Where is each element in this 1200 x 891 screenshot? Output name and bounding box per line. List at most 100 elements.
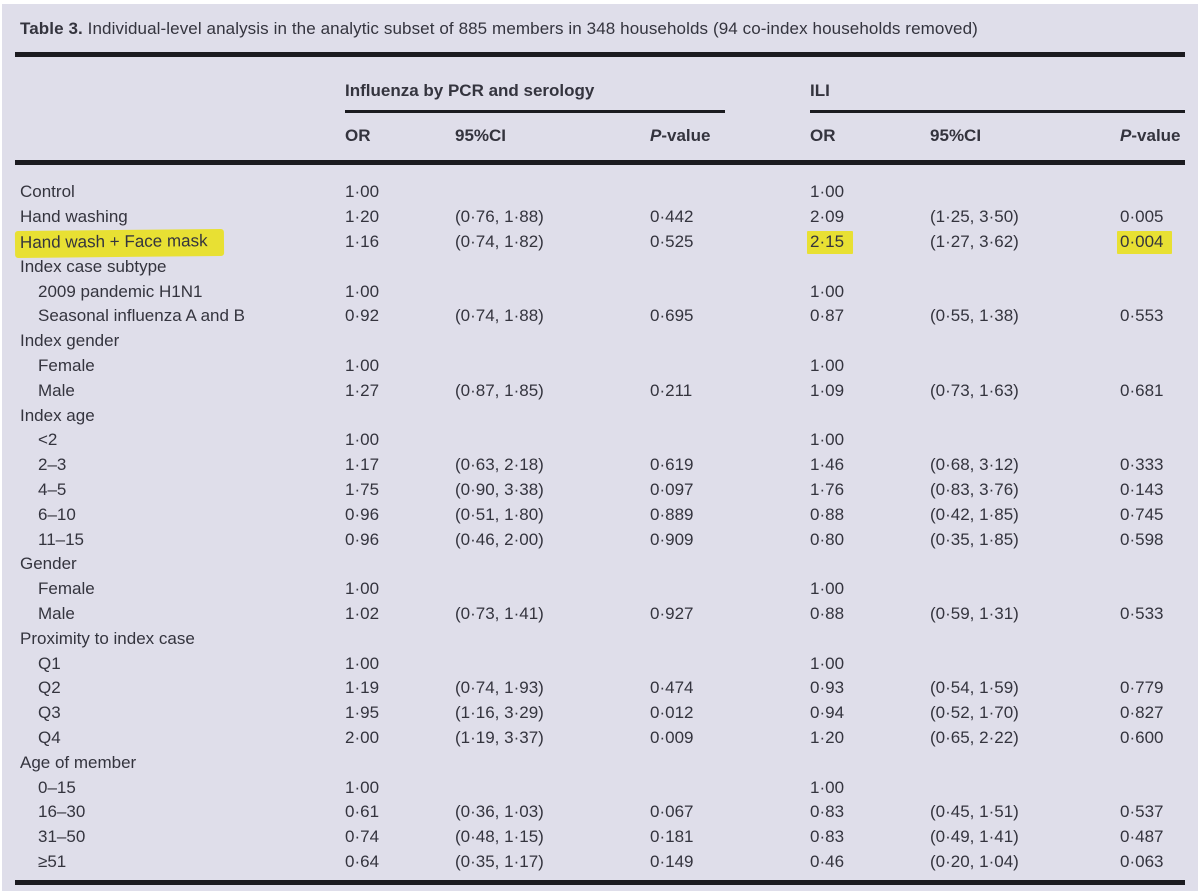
row-label-text: Q2 [38,678,61,698]
cell-ci1 [455,403,650,428]
section-row: Index gender [20,329,1185,354]
cell-ci2: (0·59, 1·31) [930,602,1120,627]
cell-ci2: (0·83, 3·76) [930,478,1120,503]
table-row: Control 1·00 1·00 [20,180,1185,205]
cell-or1: 1·00 [345,651,455,676]
cell-or2: 1·00 [810,651,930,676]
cell-or1 [345,552,455,577]
cell-value: 0·525 [650,231,694,251]
cell-p1: 0·009 [650,726,810,751]
cell-value: 1·00 [810,281,845,301]
cell-or1: 1·16 [345,230,455,255]
cell-value: 1·00 [810,579,845,599]
cell-or1: 0·96 [345,502,455,527]
cell-p1 [650,403,810,428]
column-header-pvalue-ili: P-value [1120,126,1181,145]
cell-or2 [810,750,930,775]
cell-ci2 [930,552,1120,577]
table-row: Hand wash + Face mask 1·16 (0·74, 1·82) 0·5… [14,228,1185,258]
row-label: 2009 pandemic H1N1 [20,279,345,304]
cell-value: 0·74 [345,827,380,847]
row-label: 0–15 [20,775,345,800]
cell-p2: 0·745 [1120,502,1185,527]
section-row: Age of member [20,750,1185,775]
cell-or2: 0·93 [810,676,930,701]
row-label-text: <2 [38,430,58,450]
cell-value: 0·149 [650,851,694,871]
cell-value: 1·00 [345,355,380,375]
table-row: Female 1·00 1·00 [20,577,1185,602]
row-label: Male [20,378,345,403]
table-row: 11–15 0·96 (0·46, 2·00) 0·909 0·80 (0·35, 1·8… [20,527,1185,552]
cell-p2: 0·533 [1120,602,1185,627]
cell-or1: 1·75 [345,478,455,503]
cell-ci1: (0·74, 1·88) [455,304,650,329]
row-label: 4–5 [20,478,345,503]
cell-ci2: (1·27, 3·62) [930,230,1120,255]
row-label: Proximity to index case [20,626,345,651]
table-row: Q2 1·19 (0·74, 1·93) 0·474 0·93 (0·54, 1·59) 0… [20,676,1185,701]
cell-p2: 0·333 [1120,453,1185,478]
cell-value: (0·20, 1·04) [930,851,1019,871]
cell-p2 [1120,651,1185,676]
cell-or2: 0·83 [810,825,930,850]
cell-value: 1·00 [810,777,845,797]
cell-or1: 1·27 [345,378,455,403]
cell-p1 [650,428,810,453]
table-row: Q3 1·95 (1·16, 3·29) 0·012 0·94 (0·52, 1·70) 0… [20,701,1185,726]
group-header-row: Influenza by PCR and serology ILI [20,81,1186,113]
cell-value: 0·93 [810,678,845,698]
cell-value: 0·87 [810,306,845,326]
row-label-text: Index age [20,405,95,425]
row-label-text: 2009 pandemic H1N1 [38,281,203,301]
row-label: Q3 [20,701,345,726]
table-row: 4–5 1·75 (0·90, 3·38) 0·097 1·76 (0·83, 3·76)… [20,478,1185,503]
highlight-mark: Hand wash + Face mask [14,228,224,258]
row-label-text: Male [38,380,75,400]
cell-value: 0·553 [1120,306,1164,326]
cell-p1: 0·927 [650,602,810,627]
cell-ci1 [455,428,650,453]
row-label: <2 [20,428,345,453]
cell-p1: 0·889 [650,502,810,527]
row-label-text: ≥51 [38,851,67,871]
cell-p1: 0·619 [650,453,810,478]
cell-value: (0·54, 1·59) [930,678,1019,698]
table-row: 2009 pandemic H1N1 1·00 1·00 [20,279,1185,304]
row-label: 2–3 [20,453,345,478]
cell-p2: 0·598 [1120,527,1185,552]
cell-ci1 [455,651,650,676]
cell-or2: 1·09 [810,378,930,403]
row-label-text: Gender [20,554,77,574]
cell-ci2 [930,354,1120,379]
row-label: 31–50 [20,825,345,850]
top-rule [15,52,1185,57]
cell-value: 0·009 [650,727,694,747]
cell-value: 0·012 [650,703,694,723]
cell-value: (0·49, 1·41) [930,827,1019,847]
cell-value: 0·96 [345,504,380,524]
row-label-text: Age of member [20,752,137,772]
cell-ci2: (0·55, 1·38) [930,304,1120,329]
cell-value: (0·83, 3·76) [930,479,1019,499]
cell-ci1 [455,354,650,379]
cell-ci2: (1·25, 3·50) [930,205,1120,230]
row-label-text: Q3 [38,703,61,723]
cell-value: 1·00 [810,430,845,450]
cell-or1 [345,329,455,354]
cell-value: 0·598 [1120,529,1164,549]
cell-or2 [810,403,930,428]
cell-p1: 0·067 [650,800,810,825]
cell-value: (0·74, 1·88) [455,306,544,326]
cell-ci1: (0·36, 1·03) [455,800,650,825]
cell-p2 [1120,626,1185,651]
cell-or2: 0·87 [810,304,930,329]
table-row: Male 1·02 (0·73, 1·41) 0·927 0·88 (0·59, 1·31… [20,602,1185,627]
cell-value: (0·59, 1·31) [930,603,1019,623]
cell-value: 1·09 [810,380,845,400]
cell-value: 1·00 [345,777,380,797]
cell-or2: 2·09 [810,205,930,230]
cell-p1: 0·097 [650,478,810,503]
cell-p2: 0·600 [1120,726,1185,751]
cell-value: 1·00 [345,653,380,673]
